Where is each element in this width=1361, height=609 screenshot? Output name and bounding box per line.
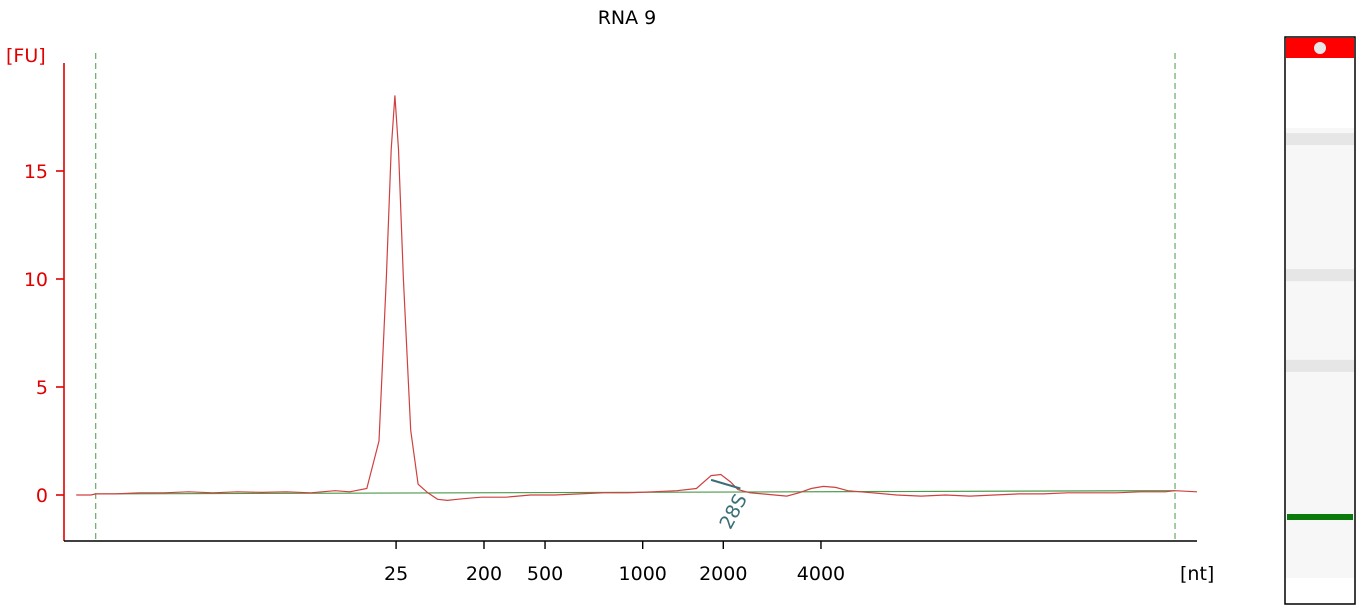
peak-marker bbox=[710, 478, 741, 490]
x-tick-label: 25 bbox=[384, 563, 408, 585]
y-axis-label: [FU] bbox=[6, 45, 46, 67]
x-tick-label: 2000 bbox=[699, 563, 747, 585]
x-tick-label: 200 bbox=[466, 563, 502, 585]
peak-label: 28S bbox=[715, 491, 751, 533]
y-ticks: 0 5 10 15 bbox=[24, 161, 64, 507]
gel-faint-band bbox=[1286, 269, 1354, 282]
x-ticks: 25 200 500 1000 2000 4000 bbox=[384, 541, 845, 585]
x-tick-label: 1000 bbox=[619, 563, 667, 585]
y-axis: [FU] 0 5 10 15 bbox=[6, 45, 65, 541]
y-tick-label: 0 bbox=[36, 485, 48, 507]
x-axis-label: [nt] bbox=[1180, 563, 1214, 585]
x-tick-label: 4000 bbox=[797, 563, 845, 585]
y-tick-label: 5 bbox=[36, 377, 48, 399]
peak-annotations: 28S bbox=[710, 478, 752, 533]
chart-title: RNA 9 bbox=[598, 7, 657, 29]
marker-lines bbox=[95, 53, 1176, 541]
gel-faint-band bbox=[1286, 359, 1354, 372]
series-line bbox=[76, 95, 1198, 502]
gel-faint-band bbox=[1286, 133, 1354, 146]
series bbox=[76, 95, 1198, 502]
gel-lane bbox=[1284, 36, 1356, 605]
gel-lane-background bbox=[1286, 128, 1354, 578]
gel-faint-bands bbox=[1286, 133, 1354, 372]
gel-top-band-spot bbox=[1314, 42, 1326, 54]
gel-marker-band bbox=[1287, 514, 1353, 520]
y-tick-label: 15 bbox=[24, 161, 48, 183]
y-tick-label: 10 bbox=[24, 269, 48, 291]
x-tick-label: 500 bbox=[527, 563, 563, 585]
x-axis: [nt] 25 200 500 1000 2000 4000 bbox=[64, 540, 1214, 585]
